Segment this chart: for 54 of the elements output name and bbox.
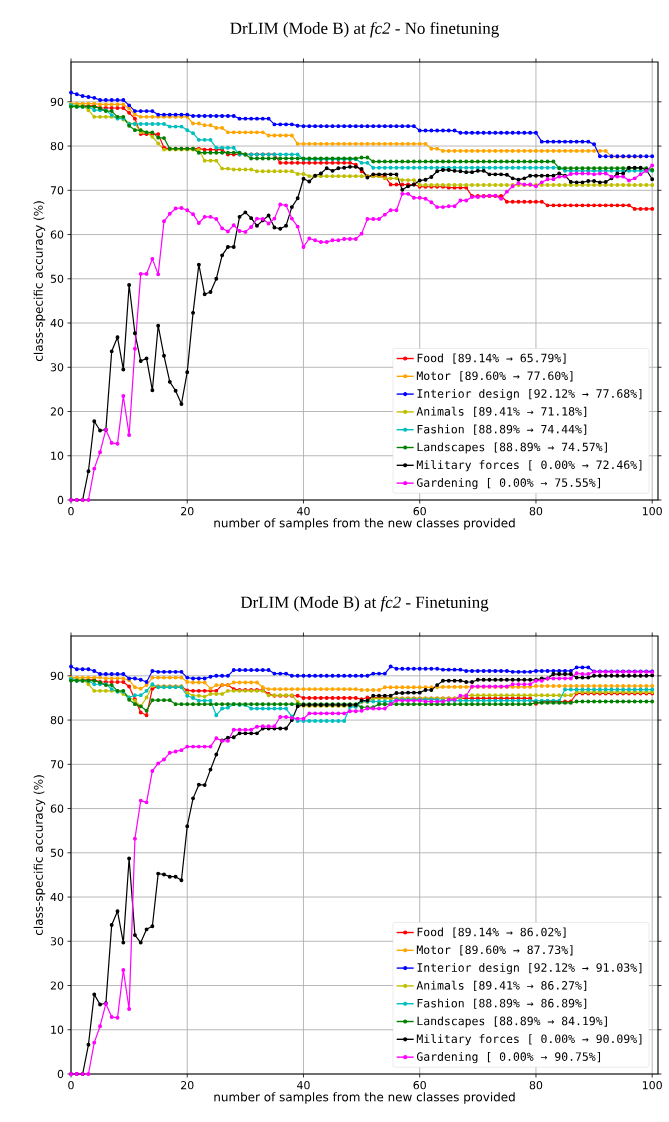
legend-label: Gardening [ 0.00% → 90.75%] [416, 1052, 601, 1064]
y-tick-label: 50 [50, 274, 64, 283]
y-tick-label: 90 [50, 97, 64, 106]
y-tick-label: 60 [50, 804, 64, 813]
chart-title: DrLIM (Mode B) at fc2 - No finetuning [230, 21, 499, 38]
y-tick-label: 80 [50, 141, 64, 151]
legend-label: Food [89.14% → 86.02%] [417, 927, 566, 938]
x-tick-label: 100 [642, 1081, 662, 1090]
y-tick-label: 80 [50, 715, 64, 725]
legend-label: Interior design [92.12% → 91.03%] [417, 963, 642, 975]
y-tick-label: 0 [57, 495, 64, 505]
legend-label: Animals [89.41% → 71.18%] [416, 406, 587, 418]
y-tick-label: 70 [50, 760, 64, 769]
chart-title: DrLIM (Mode B) at fc2 - Finetuning [240, 595, 489, 612]
legend-label: Fashion [88.89% → 86.89%] [417, 998, 587, 1009]
y-tick-label: 60 [50, 230, 64, 239]
x-tick-label: 40 [297, 507, 310, 516]
y-tick-label: 20 [50, 981, 64, 990]
x-tick-label: 100 [642, 507, 662, 516]
y-axis-title: class-specific accuracy (%) [33, 201, 46, 362]
x-tick-label: 0 [68, 1081, 74, 1090]
x-tick-label: 20 [181, 1081, 194, 1090]
y-tick-label: 10 [51, 1025, 64, 1034]
y-tick-label: 90 [50, 671, 64, 680]
x-tick-label: 0 [68, 507, 74, 516]
y-tick-label: 30 [50, 363, 64, 372]
legend-label: Animals [89.41% → 86.27%] [416, 980, 587, 992]
y-tick-label: 10 [51, 451, 64, 460]
y-tick-label: 0 [57, 1069, 64, 1079]
legend-label: Motor [89.60% → 77.60%] [416, 371, 573, 382]
legend-label: Interior design [92.12% → 77.68%] [417, 388, 642, 401]
legend-label: Military forces [ 0.00% → 90.09%] [416, 1034, 642, 1046]
x-tick-label: 40 [297, 1081, 310, 1090]
x-axis-title: number of samples from the new classes provided [214, 1092, 515, 1104]
x-tick-label: 80 [529, 507, 543, 516]
x-tick-label: 80 [529, 1081, 543, 1090]
y-tick-label: 20 [50, 407, 64, 416]
legend-label: Motor [89.60% → 87.73%] [416, 945, 573, 956]
legend-label: Landscapes [88.89% → 74.57%] [417, 442, 607, 454]
y-tick-label: 40 [50, 318, 64, 328]
legend-label: Fashion [88.89% → 74.44%] [417, 424, 587, 435]
legend-label: Food [89.14% → 65.79%] [417, 353, 566, 364]
legend-label: Military forces [ 0.00% → 72.46%] [416, 460, 642, 472]
x-tick-label: 60 [413, 1081, 426, 1090]
y-axis-title: class-specific accuracy (%) [33, 775, 46, 936]
x-axis-title: number of samples from the new classes provided [214, 518, 515, 530]
y-tick-label: 50 [50, 848, 64, 857]
y-tick-label: 40 [50, 892, 64, 902]
legend-label: Gardening [ 0.00% → 75.55%] [416, 478, 601, 490]
x-tick-label: 20 [181, 507, 194, 516]
legend-label: Landscapes [88.89% → 84.19%] [417, 1016, 607, 1028]
x-tick-label: 60 [413, 507, 426, 516]
y-tick-label: 70 [50, 186, 64, 195]
y-tick-label: 30 [50, 937, 64, 946]
